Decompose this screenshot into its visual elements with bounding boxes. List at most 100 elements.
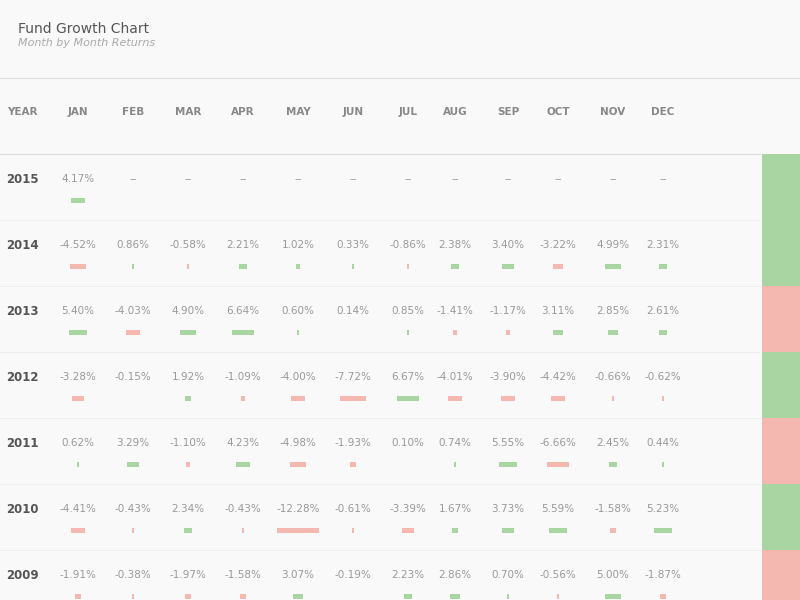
Text: 2.45%: 2.45% [597, 438, 630, 448]
Text: APR: APR [231, 107, 255, 117]
Text: 0.70%: 0.70% [491, 570, 525, 580]
Text: 3.11%: 3.11% [542, 306, 574, 316]
Bar [762, 352, 800, 418]
Text: -4.03%: -4.03% [114, 306, 151, 316]
Bar [184, 528, 192, 533]
Bar [660, 594, 666, 599]
Bar [186, 462, 190, 467]
Text: 4.17%: 4.17% [62, 174, 94, 184]
Text: -0.38%: -0.38% [114, 570, 151, 580]
Text: --: -- [294, 174, 302, 184]
Text: 5.55%: 5.55% [491, 438, 525, 448]
Text: --: -- [239, 174, 246, 184]
Text: 2015: 2015 [6, 173, 38, 185]
Bar [662, 462, 664, 467]
Bar [185, 594, 191, 599]
Text: 2013: 2013 [6, 305, 38, 317]
Text: NOV: NOV [600, 107, 626, 117]
Bar [185, 396, 191, 401]
Text: Fund Growth Chart: Fund Growth Chart [18, 22, 149, 36]
Text: --: -- [404, 174, 412, 184]
Text: -0.58%: -0.58% [170, 240, 206, 250]
Text: 3.73%: 3.73% [491, 504, 525, 514]
Bar [454, 462, 456, 467]
Bar [187, 263, 189, 269]
Text: 4.23%: 4.23% [226, 438, 259, 448]
Text: -3.22%: -3.22% [539, 240, 577, 250]
Text: 6.64%: 6.64% [226, 306, 259, 316]
Text: --: -- [504, 174, 512, 184]
Text: 2.86%: 2.86% [438, 570, 471, 580]
Text: 0.62%: 0.62% [62, 438, 94, 448]
Text: -3.90%: -3.90% [490, 372, 526, 382]
Bar [132, 594, 134, 599]
Text: -1.09%: -1.09% [225, 372, 262, 382]
Bar [448, 396, 462, 401]
Text: -1.17%: -1.17% [490, 306, 526, 316]
Bar [290, 462, 306, 467]
Text: 1.02%: 1.02% [282, 240, 314, 250]
Text: -4.52%: -4.52% [59, 240, 97, 250]
Bar [498, 462, 518, 467]
Text: 2.38%: 2.38% [438, 240, 471, 250]
Text: -0.66%: -0.66% [594, 372, 631, 382]
Bar [406, 329, 410, 335]
Text: 2.34%: 2.34% [171, 504, 205, 514]
Bar [293, 594, 303, 599]
Bar [553, 263, 563, 269]
Bar [762, 418, 800, 484]
Text: -1.87%: -1.87% [645, 570, 682, 580]
Text: SEP: SEP [497, 107, 519, 117]
Text: AUG: AUG [442, 107, 467, 117]
Text: -3.39%: -3.39% [390, 504, 426, 514]
Text: -4.01%: -4.01% [437, 372, 474, 382]
Text: -1.58%: -1.58% [594, 504, 631, 514]
Bar [71, 197, 85, 203]
Text: 2.23%: 2.23% [391, 570, 425, 580]
Bar [605, 263, 622, 269]
Bar [654, 528, 672, 533]
Bar [278, 528, 318, 533]
Text: -0.61%: -0.61% [334, 504, 371, 514]
Bar [404, 594, 412, 599]
Bar [762, 286, 800, 352]
Text: 6.67%: 6.67% [391, 372, 425, 382]
Bar [240, 594, 246, 599]
Text: -4.42%: -4.42% [539, 372, 577, 382]
Text: --: -- [184, 174, 192, 184]
Text: 0.74%: 0.74% [438, 438, 471, 448]
Bar [352, 528, 354, 533]
Text: 2.85%: 2.85% [597, 306, 630, 316]
Text: -7.72%: -7.72% [334, 372, 371, 382]
Text: 5.23%: 5.23% [646, 504, 679, 514]
Text: 2011: 2011 [6, 437, 38, 449]
Text: -0.43%: -0.43% [225, 504, 262, 514]
Text: -1.93%: -1.93% [334, 438, 371, 448]
Text: -12.28%: -12.28% [276, 504, 320, 514]
Text: 2012: 2012 [6, 371, 38, 383]
Text: --: -- [610, 174, 617, 184]
Bar [451, 263, 459, 269]
Text: 0.44%: 0.44% [646, 438, 679, 448]
Bar [762, 154, 800, 220]
Text: -4.41%: -4.41% [59, 504, 97, 514]
Bar [546, 462, 570, 467]
Text: DEC: DEC [651, 107, 674, 117]
Bar [550, 396, 566, 401]
Text: -0.43%: -0.43% [114, 504, 151, 514]
Bar [132, 528, 134, 533]
Bar [77, 462, 79, 467]
Text: JAN: JAN [68, 107, 88, 117]
Text: -1.58%: -1.58% [225, 570, 262, 580]
Bar [353, 263, 354, 269]
Text: --: -- [451, 174, 458, 184]
Text: -6.66%: -6.66% [539, 438, 577, 448]
Text: 5.59%: 5.59% [542, 504, 574, 514]
Bar [340, 396, 366, 401]
Text: JUL: JUL [398, 107, 418, 117]
Text: 5.00%: 5.00% [597, 570, 630, 580]
Bar [658, 329, 667, 335]
Bar [406, 263, 410, 269]
Bar [297, 329, 299, 335]
Bar [453, 329, 458, 335]
